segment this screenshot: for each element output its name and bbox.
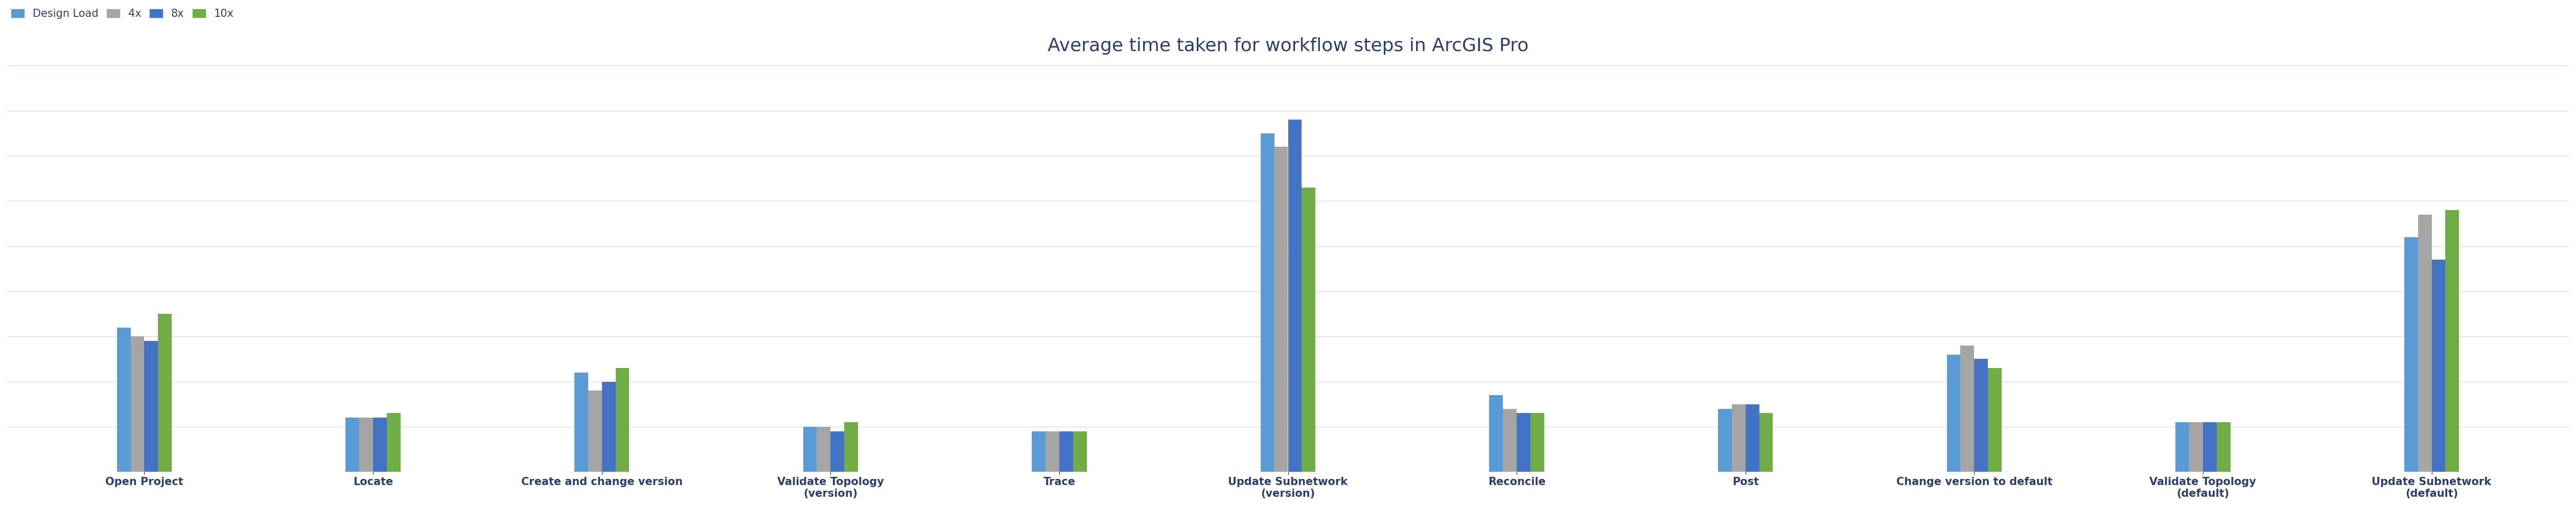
Bar (2190, 422, 2202, 472)
Bar (2419, 215, 2432, 472)
Bar (1260, 133, 1275, 472)
Bar (1947, 355, 1960, 472)
Legend: Design Load, 4x, 8x, 10x: Design Load, 4x, 8x, 10x (8, 5, 237, 23)
Bar (2432, 260, 2445, 472)
Bar (845, 422, 858, 472)
Bar (2218, 422, 2231, 472)
Bar (374, 417, 386, 472)
Bar (1502, 409, 1517, 472)
Bar (817, 427, 829, 472)
Bar (587, 391, 603, 472)
Bar (1973, 359, 1989, 472)
Bar (1747, 404, 1759, 472)
Bar (116, 327, 131, 472)
Bar (144, 341, 157, 472)
Bar (1989, 368, 2002, 472)
Bar (616, 368, 629, 472)
Bar (1301, 187, 1316, 472)
Bar (1960, 346, 1973, 472)
Bar (2403, 237, 2419, 472)
Bar (829, 431, 845, 472)
Bar (345, 417, 358, 472)
Bar (1288, 120, 1301, 472)
Bar (386, 413, 399, 472)
Bar (1033, 431, 1046, 472)
Bar (157, 314, 173, 472)
Bar (804, 427, 817, 472)
Bar (2177, 422, 2190, 472)
Bar (1530, 413, 1543, 472)
Bar (1517, 413, 1530, 472)
Bar (131, 336, 144, 472)
Bar (1275, 147, 1288, 472)
Bar (1731, 404, 1747, 472)
Bar (574, 372, 587, 472)
Bar (2445, 210, 2460, 472)
Title: Average time taken for workflow steps in ArcGIS Pro: Average time taken for workflow steps in… (1048, 37, 1528, 55)
Bar (1489, 395, 1502, 472)
Bar (1759, 413, 1772, 472)
Bar (1046, 431, 1059, 472)
Bar (603, 382, 616, 472)
Bar (2202, 422, 2218, 472)
Bar (1074, 431, 1087, 472)
Bar (1718, 409, 1731, 472)
Bar (1059, 431, 1074, 472)
Bar (358, 417, 374, 472)
